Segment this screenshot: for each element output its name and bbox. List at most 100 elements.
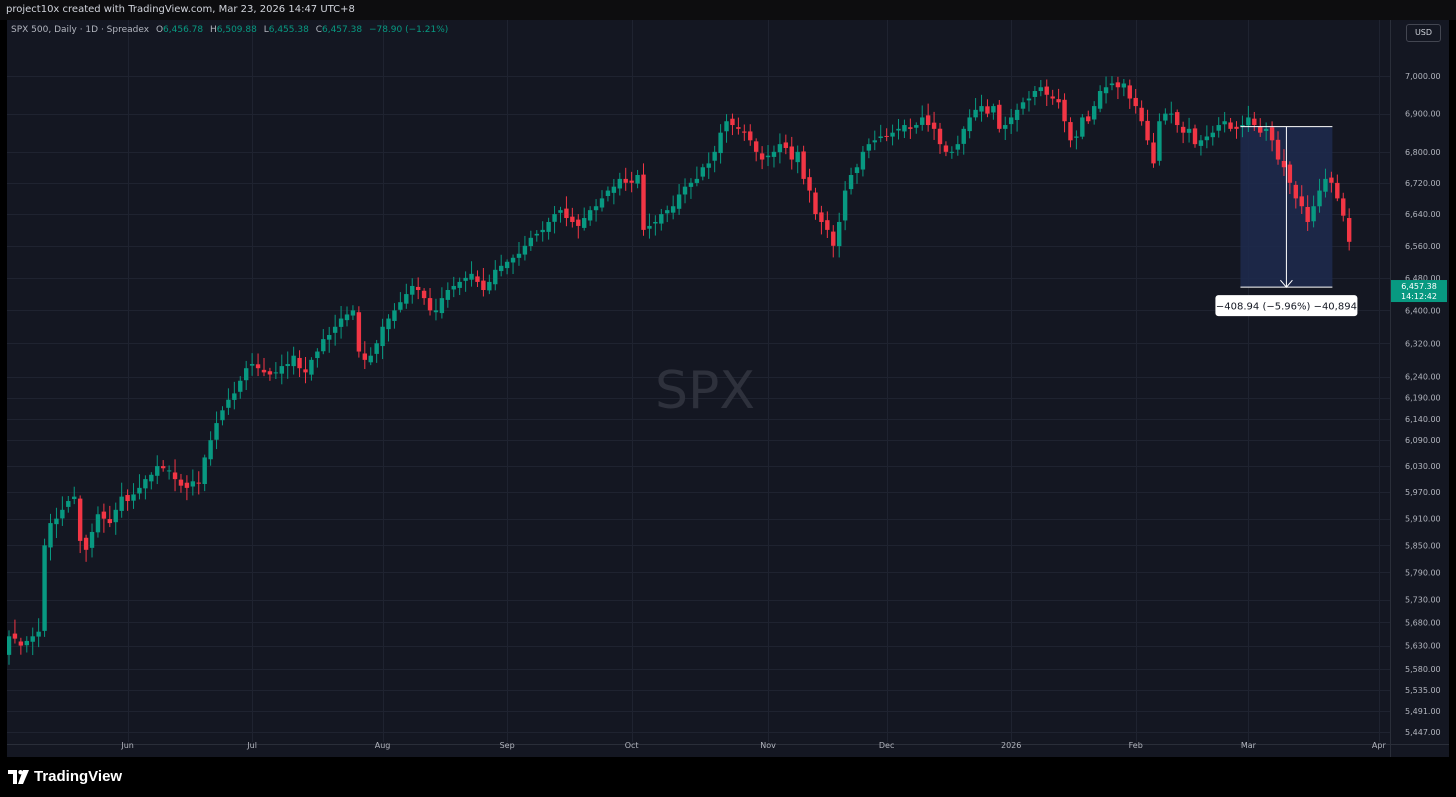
- candle-body[interactable]: [1056, 99, 1061, 103]
- candle-body[interactable]: [516, 253, 522, 258]
- candle-body[interactable]: [386, 318, 391, 330]
- chart-panel[interactable]: SPX −408.94 (−5.96%) −40,894 7,000.00 6,900…: [7, 20, 1449, 757]
- candle-body[interactable]: [1175, 112, 1180, 126]
- candle-body[interactable]: [700, 167, 706, 177]
- candle-body[interactable]: [89, 531, 95, 548]
- candle-body[interactable]: [920, 117, 925, 125]
- candle-body[interactable]: [1091, 106, 1097, 120]
- candle-body[interactable]: [825, 220, 830, 230]
- candle-body[interactable]: [783, 142, 789, 148]
- candle-body[interactable]: [196, 482, 201, 484]
- candle-body[interactable]: [1198, 140, 1204, 146]
- candle-body[interactable]: [961, 128, 966, 144]
- candle-body[interactable]: [451, 285, 456, 290]
- candle-body[interactable]: [232, 393, 237, 400]
- candle-body[interactable]: [1246, 117, 1251, 126]
- candle-body[interactable]: [113, 509, 118, 523]
- candle-body[interactable]: [1252, 118, 1257, 126]
- candle-body[interactable]: [931, 122, 937, 129]
- candle-body[interactable]: [184, 482, 190, 488]
- candle-body[interactable]: [1074, 136, 1079, 138]
- candle-body[interactable]: [1281, 161, 1287, 168]
- candle-body[interactable]: [795, 151, 800, 163]
- candle-body[interactable]: [1133, 97, 1138, 107]
- candle-body[interactable]: [925, 115, 931, 126]
- candle-body[interactable]: [1097, 91, 1103, 109]
- candle-body[interactable]: [1080, 117, 1085, 137]
- candle-body[interactable]: [706, 163, 711, 168]
- candle-body[interactable]: [374, 343, 379, 354]
- candle-body[interactable]: [1014, 109, 1020, 120]
- candle-body[interactable]: [1044, 86, 1049, 95]
- candle-body[interactable]: [36, 631, 41, 637]
- candle-body[interactable]: [967, 117, 972, 132]
- candle-body[interactable]: [202, 457, 207, 484]
- candle-body[interactable]: [878, 136, 883, 139]
- candle-body[interactable]: [884, 135, 889, 137]
- candle-body[interactable]: [362, 353, 367, 360]
- candle-body[interactable]: [1121, 83, 1127, 88]
- candle-body[interactable]: [30, 636, 35, 642]
- candle-body[interactable]: [107, 519, 113, 524]
- candle-body[interactable]: [1341, 198, 1346, 216]
- candle-body[interactable]: [860, 151, 866, 170]
- candle-body[interactable]: [789, 146, 794, 160]
- candle-body[interactable]: [1169, 113, 1174, 115]
- candle-body[interactable]: [765, 155, 771, 158]
- candle-body[interactable]: [226, 399, 231, 408]
- candle-body[interactable]: [24, 640, 29, 646]
- candle-body[interactable]: [244, 368, 249, 381]
- candle-body[interactable]: [7, 636, 12, 655]
- candle-body[interactable]: [1275, 139, 1281, 160]
- candle-body[interactable]: [356, 312, 362, 352]
- candle-body[interactable]: [979, 106, 984, 112]
- candle-body[interactable]: [837, 221, 842, 247]
- candle-body[interactable]: [659, 214, 664, 224]
- candle-body[interactable]: [973, 109, 978, 118]
- candle-body[interactable]: [736, 127, 741, 129]
- candle-body[interactable]: [1109, 83, 1115, 86]
- candle-body[interactable]: [1145, 120, 1150, 141]
- candle-body[interactable]: [866, 144, 872, 151]
- candle-body[interactable]: [125, 495, 130, 502]
- candle-body[interactable]: [605, 190, 611, 197]
- candle-body[interactable]: [1186, 128, 1192, 133]
- candle-body[interactable]: [166, 470, 172, 472]
- candle-body[interactable]: [522, 245, 528, 255]
- candle-body[interactable]: [48, 523, 53, 548]
- candle-body[interactable]: [131, 494, 136, 501]
- candle-body[interactable]: [404, 294, 409, 304]
- candle-body[interactable]: [493, 269, 498, 285]
- candle-body[interactable]: [1103, 87, 1109, 94]
- candle-body[interactable]: [949, 151, 955, 153]
- candle-body[interactable]: [1269, 127, 1275, 141]
- candle-body[interactable]: [1335, 182, 1340, 199]
- candle-body[interactable]: [1216, 125, 1221, 131]
- candle-body[interactable]: [997, 104, 1002, 129]
- candle-body[interactable]: [890, 132, 895, 137]
- candle-body[interactable]: [261, 369, 267, 373]
- candle-body[interactable]: [599, 198, 605, 208]
- candle-body[interactable]: [160, 466, 166, 469]
- candle-body[interactable]: [955, 144, 960, 150]
- candle-body[interactable]: [291, 355, 296, 367]
- candle-body[interactable]: [576, 219, 581, 226]
- candle-body[interactable]: [172, 472, 178, 480]
- candle-body[interactable]: [149, 474, 154, 482]
- candle-body[interactable]: [42, 545, 47, 631]
- candle-body[interactable]: [801, 151, 806, 179]
- candle-body[interactable]: [629, 180, 634, 183]
- candle-body[interactable]: [303, 369, 308, 373]
- candle-body[interactable]: [398, 302, 403, 310]
- candle-body[interactable]: [481, 280, 486, 291]
- candle-body[interactable]: [255, 364, 261, 369]
- candle-body[interactable]: [688, 182, 694, 187]
- candle-body[interactable]: [439, 298, 445, 314]
- candle-body[interactable]: [807, 177, 812, 191]
- candle-body[interactable]: [60, 509, 65, 519]
- candle-body[interactable]: [647, 225, 652, 229]
- candle-body[interactable]: [552, 214, 557, 222]
- candle-body[interactable]: [190, 481, 196, 487]
- candle-body[interactable]: [1192, 128, 1198, 145]
- candle-body[interactable]: [842, 190, 848, 221]
